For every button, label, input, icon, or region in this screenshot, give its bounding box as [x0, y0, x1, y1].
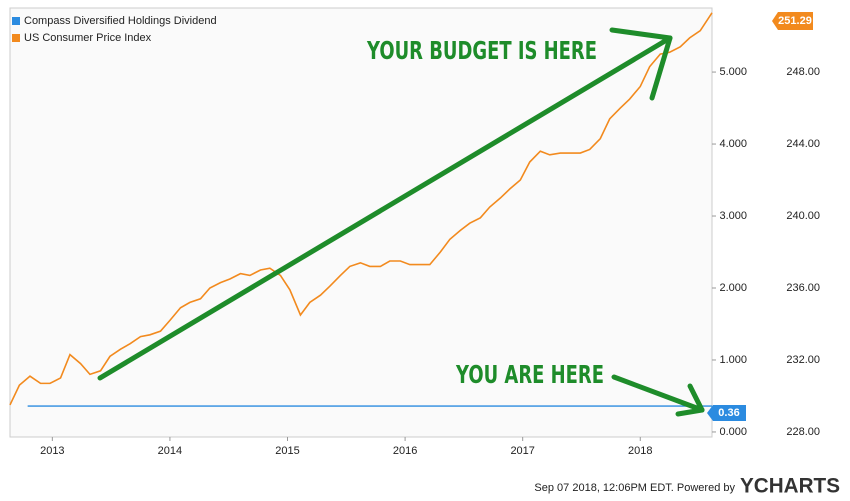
x-tick-label: 2018	[628, 445, 652, 457]
x-tick-label: 2013	[40, 445, 64, 457]
y2-tick-label: 236.00	[786, 282, 820, 294]
y2-tick-label: 228.00	[786, 426, 820, 438]
value-label: 0.36	[718, 407, 739, 419]
legend-swatch	[12, 34, 20, 42]
annotation: YOU ARE HERE	[455, 360, 604, 389]
y-tick-label: 5.000	[719, 66, 747, 78]
footer: Sep 07 2018, 12:06PM EDT. Powered by	[534, 482, 735, 494]
y-tick-label: 4.000	[719, 138, 747, 150]
x-tick-label: 2017	[510, 445, 534, 457]
y2-tick-label: 248.00	[786, 66, 820, 78]
x-tick-label: 2014	[158, 445, 182, 457]
legend-label: Compass Diversified Holdings Dividend	[24, 15, 217, 27]
legend-label: US Consumer Price Index	[24, 32, 152, 44]
arrow-line	[611, 374, 705, 413]
y-tick-label: 0.000	[719, 426, 747, 438]
x-tick-label: 2016	[393, 445, 417, 457]
y-tick-label: 2.000	[719, 282, 747, 294]
value-label: 251.29	[778, 15, 812, 27]
series-line	[9, 12, 713, 406]
value-label-box	[707, 405, 746, 422]
arrow-head	[609, 27, 673, 41]
arrow-head	[675, 407, 705, 417]
legend-swatch	[12, 17, 20, 25]
arrow-head	[687, 383, 705, 413]
arrow-line	[97, 35, 673, 381]
y-tick-label: 3.000	[719, 210, 747, 222]
value-label-box	[772, 12, 813, 30]
y-tick-label: 1.000	[719, 354, 747, 366]
y2-tick-label: 240.00	[786, 210, 820, 222]
y2-tick-label: 244.00	[786, 138, 820, 150]
annotation: YOUR BUDGET IS HERE	[366, 36, 597, 65]
logo: YCHARTS	[740, 475, 840, 498]
y2-tick-label: 232.00	[786, 354, 820, 366]
arrows	[97, 27, 705, 417]
x-tick-label: 2015	[275, 445, 299, 457]
arrow-head	[649, 35, 673, 101]
